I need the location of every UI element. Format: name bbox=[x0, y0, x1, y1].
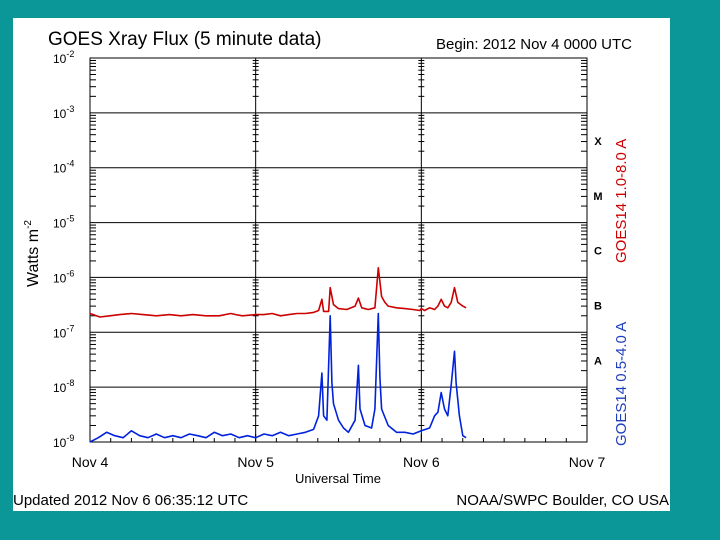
legend-long-channel: GOES14 1.0-8.0 A bbox=[613, 139, 630, 263]
x-tick-label: Nov 7 bbox=[569, 454, 606, 470]
begin-text: Begin: 2012 Nov 4 0000 UTC bbox=[436, 36, 632, 53]
y-axis-label: Watts m bbox=[25, 229, 42, 287]
x-tick-labels: Nov 4 Nov 5 Nov 6 Nov 7 bbox=[72, 454, 606, 470]
legend-red-series: GOES14 1.0-8.0 A bbox=[613, 139, 630, 263]
series-line-long-channel bbox=[89, 267, 467, 318]
y-tick-label: 10-9 bbox=[53, 433, 74, 450]
flare-class-label: A bbox=[594, 355, 602, 367]
legend-short-channel: GOES14 0.5-4.0 A bbox=[613, 322, 630, 446]
flare-class-label: C bbox=[594, 246, 602, 258]
x-tick-label: Nov 5 bbox=[237, 454, 274, 470]
flare-class-label: X bbox=[594, 136, 602, 148]
y-tick-label: 10-2 bbox=[53, 49, 74, 66]
flare-class-label: M bbox=[593, 191, 602, 203]
credit-text: NOAA/SWPC Boulder, CO USA bbox=[456, 492, 669, 509]
y-tick-label: 10-3 bbox=[53, 104, 74, 121]
goes-xray-flux-chart: GOES Xray Flux (5 minute data) Begin: 20… bbox=[13, 29, 669, 509]
series-layer bbox=[89, 267, 467, 443]
x-axis-label: Universal Time bbox=[295, 471, 381, 486]
plot-frame bbox=[89, 57, 588, 443]
legend-blue-series: GOES14 0.5-4.0 A bbox=[613, 322, 630, 446]
grid-lines bbox=[90, 57, 587, 443]
flare-class-label: B bbox=[594, 301, 602, 313]
y-tick-label: 10-5 bbox=[53, 214, 74, 231]
y-tick-label: 10-8 bbox=[53, 378, 74, 395]
updated-text: Updated 2012 Nov 6 06:35:12 UTC bbox=[13, 492, 248, 509]
flare-class-labels: X M C B A bbox=[593, 136, 602, 367]
y-tick-label: 10-7 bbox=[53, 323, 74, 340]
y-tick-label: 10-4 bbox=[53, 159, 74, 176]
x-tick-label: Nov 4 bbox=[72, 454, 109, 470]
series-line-short-channel bbox=[89, 312, 467, 443]
y-tick-labels: 10-2 10-3 10-4 10-5 10-6 10-7 10-8 10-9 bbox=[53, 49, 74, 450]
chart-panel: GOES Xray Flux (5 minute data) Begin: 20… bbox=[13, 18, 670, 511]
chart-title: GOES Xray Flux (5 minute data) bbox=[48, 29, 322, 50]
svg-text:Watts m-2: Watts m-2 bbox=[23, 220, 42, 287]
y-tick-label: 10-6 bbox=[53, 268, 74, 285]
y-axis-label-exponent: -2 bbox=[23, 220, 34, 229]
minor-ticks bbox=[89, 60, 588, 442]
y-axis-label-group: Watts m-2 bbox=[23, 220, 42, 287]
x-tick-label: Nov 6 bbox=[403, 454, 440, 470]
